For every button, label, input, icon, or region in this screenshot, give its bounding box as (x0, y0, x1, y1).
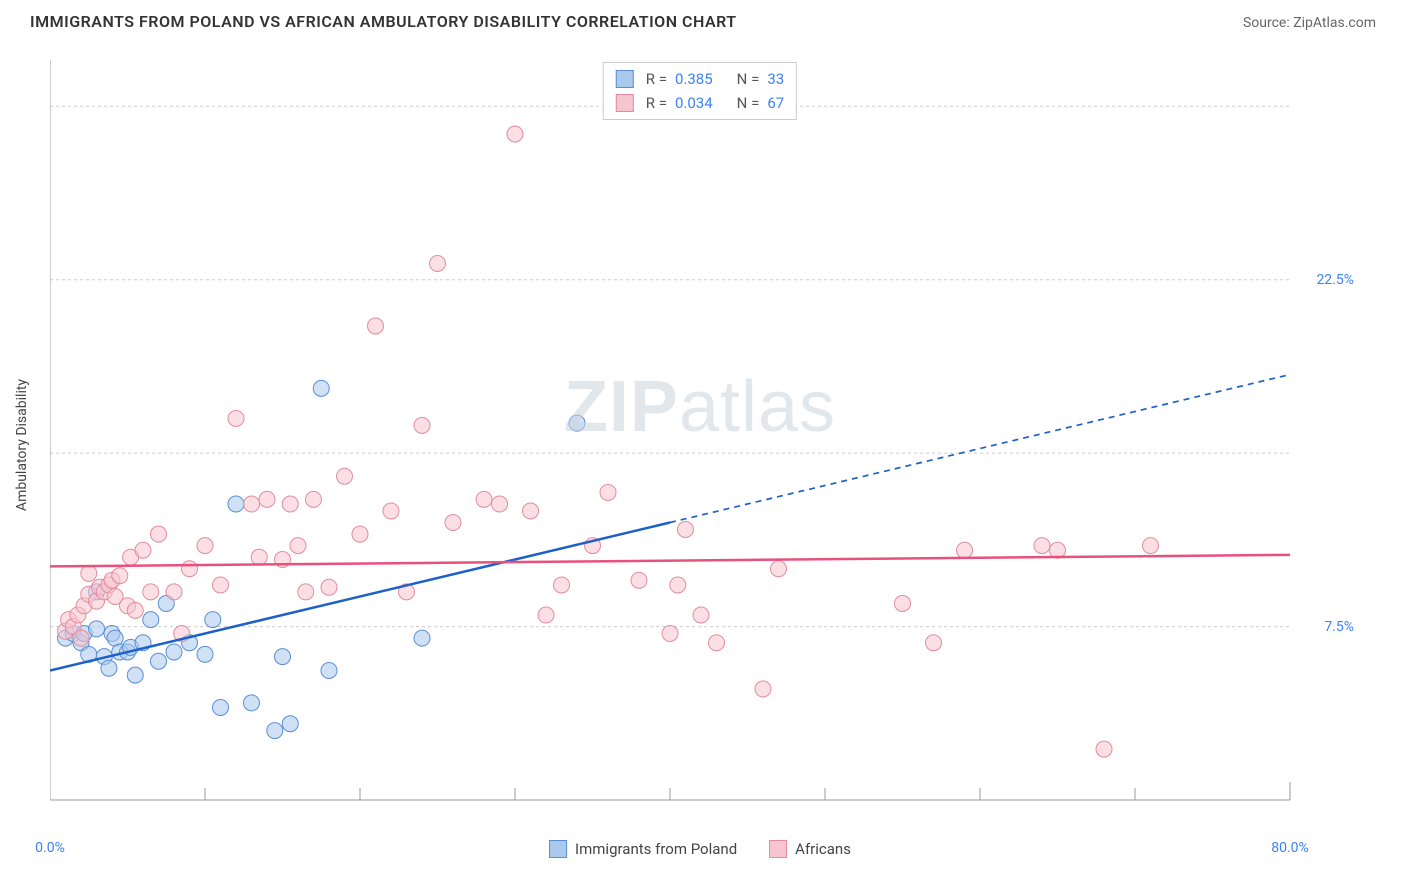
scatter-plot (50, 60, 1350, 830)
r-value-poland: 0.385 (675, 67, 713, 91)
x-tick-label: 0.0% (35, 840, 65, 856)
x-tick-label: 80.0% (1271, 840, 1309, 856)
chart-title: IMMIGRANTS FROM POLAND VS AFRICAN AMBULA… (30, 12, 737, 31)
n-value-africans: 67 (767, 91, 784, 115)
swatch-africans (769, 840, 787, 858)
legend-label-poland: Immigrants from Poland (575, 840, 737, 858)
swatch-africans (616, 94, 634, 112)
y-tick-label: 7.5% (1324, 619, 1354, 635)
legend-item-africans: Africans (769, 840, 851, 858)
r-label: R = (646, 91, 667, 115)
legend-row-africans: R = 0.034 N = 67 (616, 91, 784, 115)
r-value-africans: 0.034 (675, 91, 713, 115)
n-value-poland: 33 (767, 67, 784, 91)
swatch-poland (549, 840, 567, 858)
n-label: N = (737, 67, 760, 91)
n-label: N = (737, 91, 760, 115)
legend-label-africans: Africans (795, 840, 851, 858)
y-tick-label: 22.5% (1316, 272, 1354, 288)
chart-area: Ambulatory Disability ZIPatlas R =0.385N… (50, 60, 1350, 830)
series-legend: Immigrants from Poland Africans (549, 840, 851, 858)
r-label: R = (646, 67, 667, 91)
legend-item-poland: Immigrants from Poland (549, 840, 737, 858)
source-label: Source: ZipAtlas.com (1243, 15, 1376, 31)
legend-row-poland: R = 0.385 N = 33 (616, 67, 784, 91)
header: IMMIGRANTS FROM POLAND VS AFRICAN AMBULA… (0, 0, 1406, 39)
y-axis-label: Ambulatory Disability (14, 379, 30, 511)
correlation-legend: R = 0.385 N = 33 R = 0.034 N = 67 (603, 62, 797, 120)
swatch-poland (616, 70, 634, 88)
